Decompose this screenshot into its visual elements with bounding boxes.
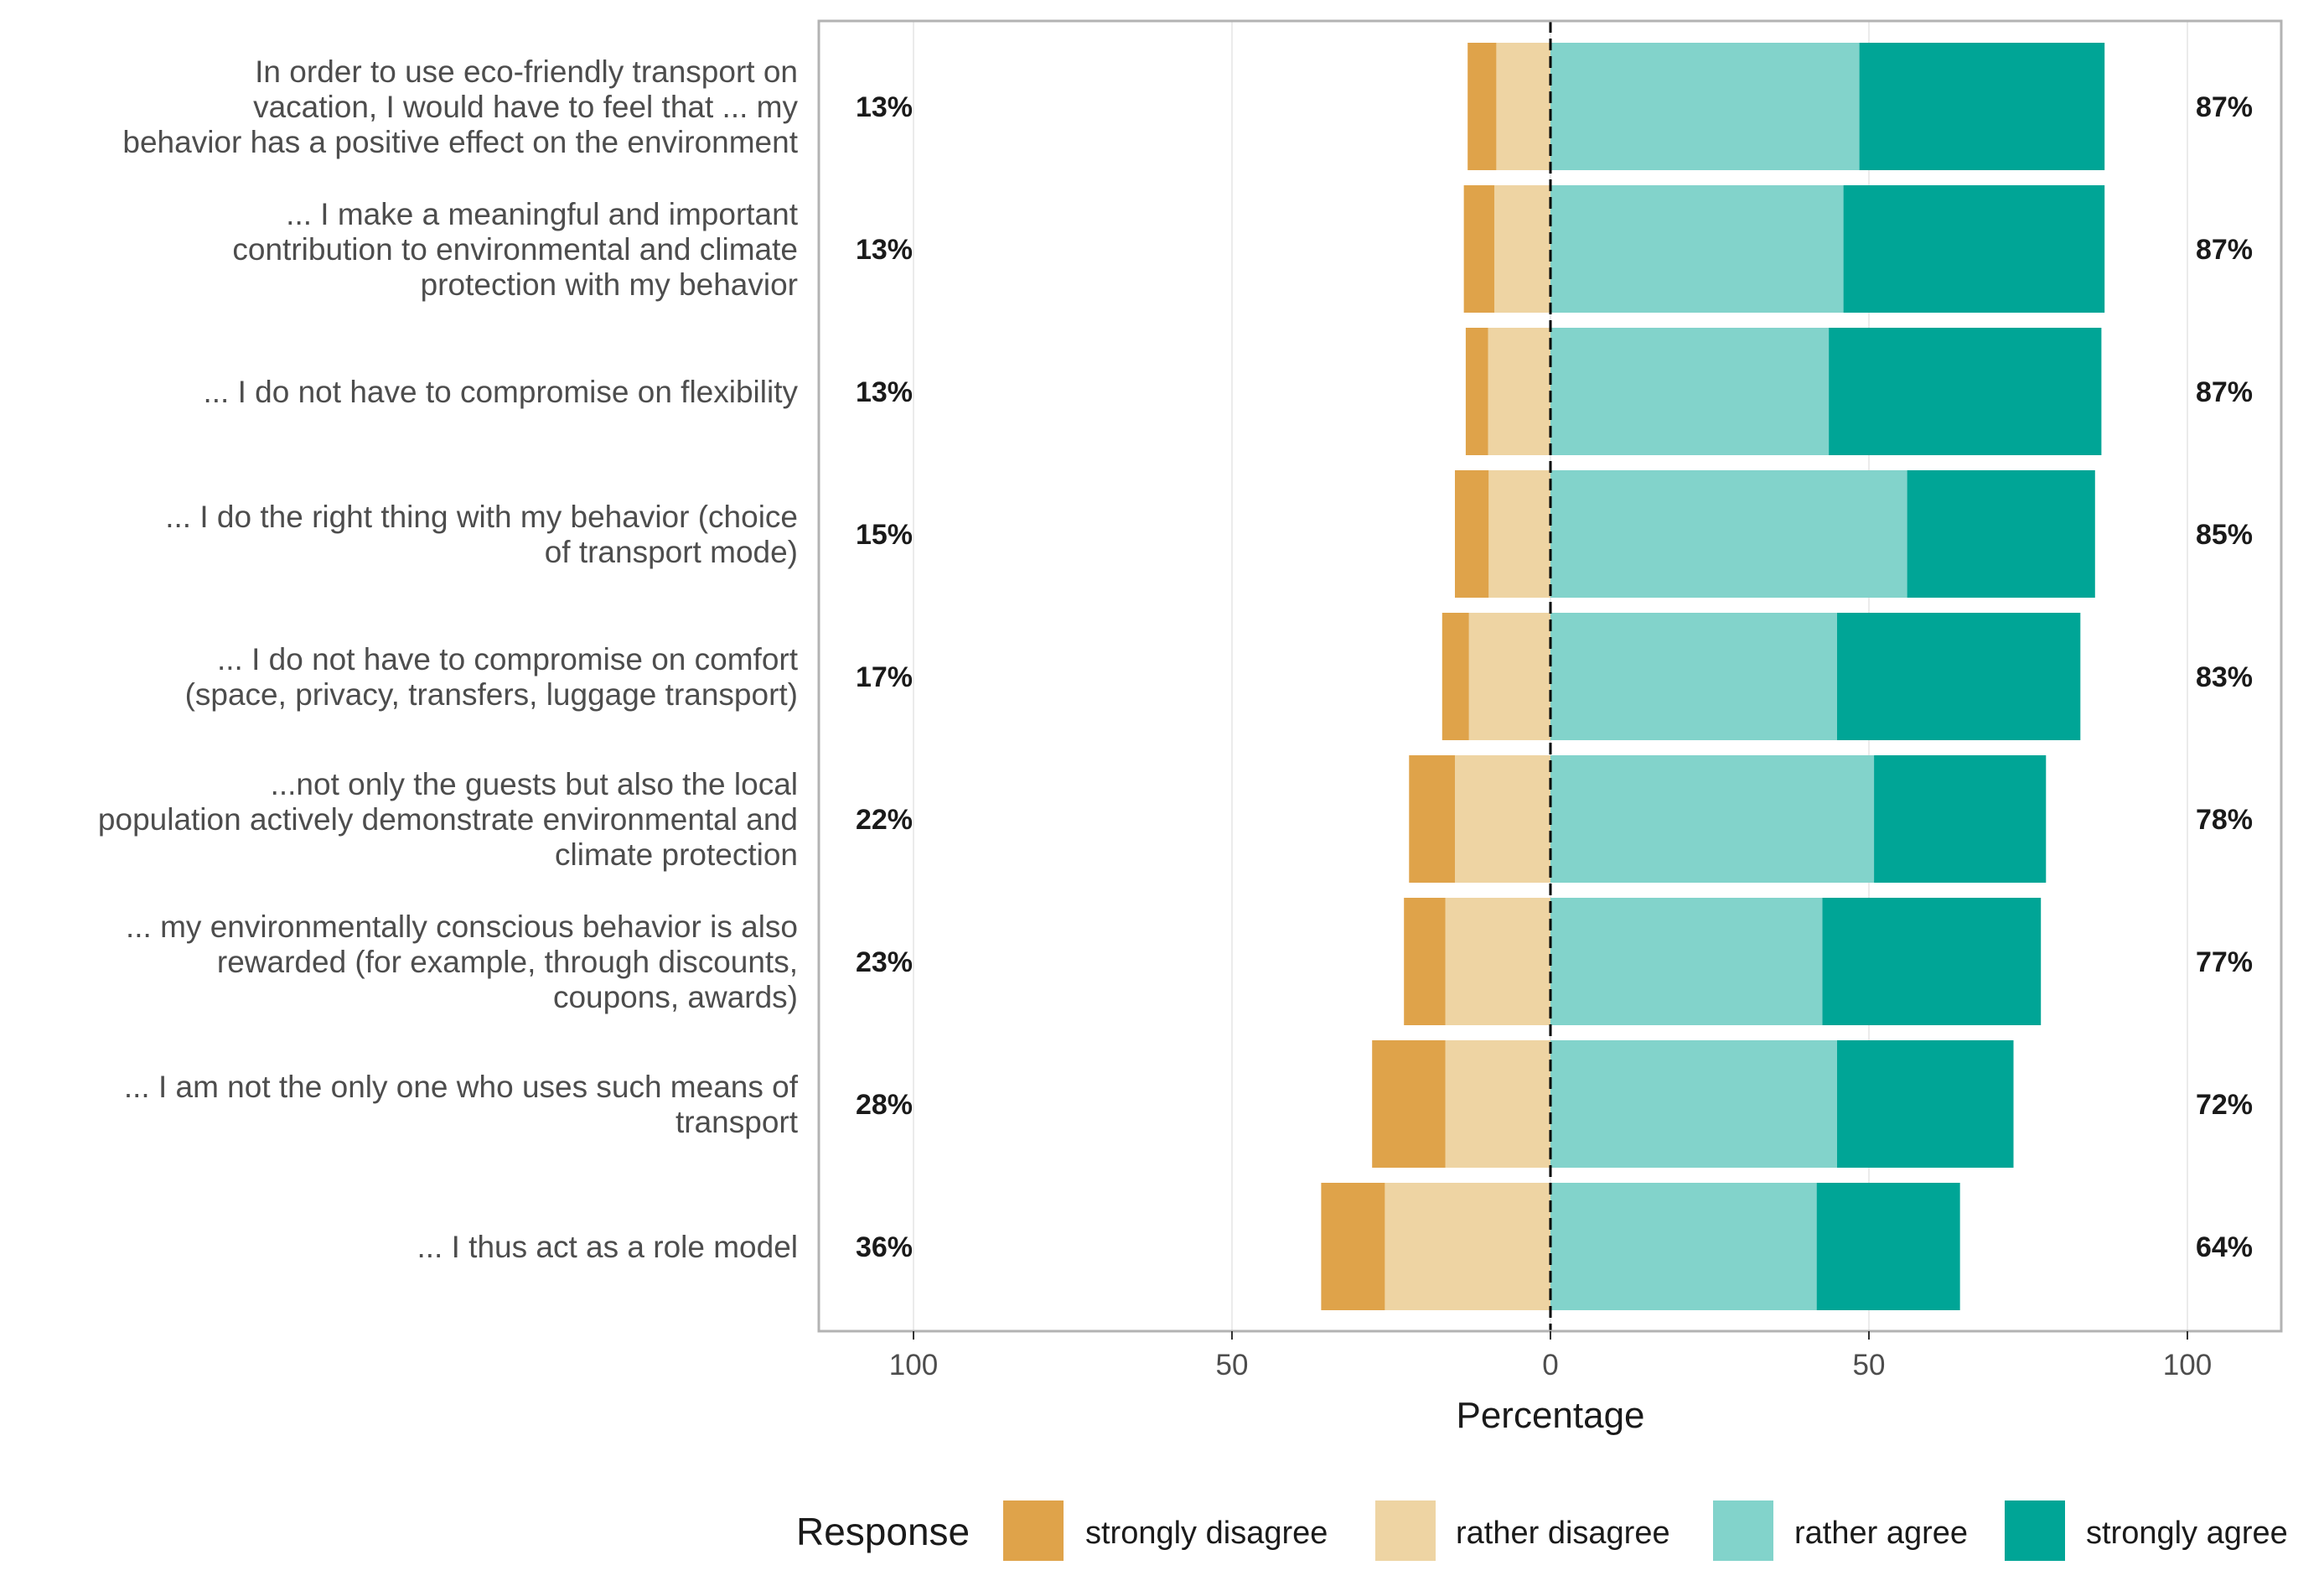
bar-rather-agree xyxy=(1550,328,1830,455)
bar-strongly-disagree xyxy=(1372,1040,1446,1168)
x-tick-label: 100 xyxy=(889,1349,938,1381)
x-axis-title: Percentage xyxy=(1456,1395,1644,1436)
x-tick-label: 0 xyxy=(1542,1349,1558,1381)
bar-strongly-disagree xyxy=(1465,328,1488,455)
legend-label: strongly agree xyxy=(2086,1516,2288,1551)
item-label: ...not only the guests but also the loca… xyxy=(98,767,798,872)
bar-rather-agree xyxy=(1550,1040,1837,1168)
bar-strongly-disagree xyxy=(1442,613,1469,740)
bar-rather-disagree xyxy=(1385,1183,1550,1310)
bar-rather-disagree xyxy=(1488,470,1550,598)
bar-rather-disagree xyxy=(1455,755,1550,883)
disagree-total-label: 17% xyxy=(856,661,913,693)
bar-rather-disagree xyxy=(1496,43,1550,170)
bar-strongly-agree xyxy=(1907,470,2095,598)
agree-total-label: 87% xyxy=(2196,91,2253,123)
bar-rather-disagree xyxy=(1488,328,1550,455)
legend-key-strongly-agree xyxy=(2005,1500,2065,1561)
bar-strongly-disagree xyxy=(1404,898,1446,1025)
bar-strongly-disagree xyxy=(1455,470,1489,598)
disagree-total-label: 15% xyxy=(856,519,913,551)
bar-strongly-disagree xyxy=(1463,185,1495,313)
item-label: ... my environmentally conscious behavio… xyxy=(126,910,798,1014)
disagree-total-label: 28% xyxy=(856,1089,913,1121)
bar-strongly-agree xyxy=(1816,1183,1960,1310)
agree-total-label: 87% xyxy=(2196,234,2253,266)
agree-total-label: 87% xyxy=(2196,376,2253,408)
disagree-total-label: 36% xyxy=(856,1231,913,1263)
item-label: ... I do not have to compromise on comfo… xyxy=(185,642,799,712)
item-label: ... I make a meaningful and important con… xyxy=(232,197,798,302)
legend-key-rather-disagree xyxy=(1375,1500,1436,1561)
agree-total-label: 64% xyxy=(2196,1231,2253,1263)
disagree-total-label: 13% xyxy=(856,234,913,266)
bar-strongly-agree xyxy=(1843,185,2105,313)
disagree-total-label: 22% xyxy=(856,804,913,836)
bar-rather-agree xyxy=(1550,43,1860,170)
bar-rather-agree xyxy=(1550,185,1844,313)
agree-total-label: 77% xyxy=(2196,946,2253,978)
bar-rather-agree xyxy=(1550,755,1875,883)
bar-strongly-agree xyxy=(1837,1040,2014,1168)
bar-strongly-disagree xyxy=(1467,43,1497,170)
legend-title: Response xyxy=(796,1510,970,1553)
item-label: ... I do the right thing with my behavio… xyxy=(165,500,798,569)
agree-total-label: 78% xyxy=(2196,804,2253,836)
legend-key-strongly-disagree xyxy=(1003,1500,1064,1561)
bar-strongly-disagree xyxy=(1321,1183,1385,1310)
item-label: ... I do not have to compromise on flexi… xyxy=(203,375,798,409)
bar-rather-agree xyxy=(1550,1183,1817,1310)
legend-label: strongly disagree xyxy=(1085,1516,1328,1551)
item-label: ... I thus act as a role model xyxy=(417,1230,799,1264)
bar-rather-disagree xyxy=(1468,613,1550,740)
disagree-total-label: 23% xyxy=(856,946,913,978)
item-labels: In order to use eco-friendly transport o… xyxy=(98,54,799,1264)
bar-rather-agree xyxy=(1550,898,1823,1025)
item-label: ... I am not the only one who uses such … xyxy=(124,1070,799,1139)
legend: Response strongly disagree rather disagre… xyxy=(796,1500,2288,1561)
agree-total-label: 72% xyxy=(2196,1089,2253,1121)
agree-total-label: 85% xyxy=(2196,519,2253,551)
bar-strongly-agree xyxy=(1859,43,2105,170)
legend-key-rather-agree xyxy=(1713,1500,1773,1561)
x-tick-label: 100 xyxy=(2163,1349,2212,1381)
x-axis: 100 50 0 50 100 xyxy=(889,1331,2212,1381)
item-label: In order to use eco-friendly transport o… xyxy=(122,54,798,159)
agree-total-labels: 87% 87% 87% 85% 83% 78% 77% 72% 64% xyxy=(2196,91,2253,1263)
bar-rather-disagree xyxy=(1445,898,1550,1025)
legend-label: rather agree xyxy=(1794,1516,1968,1551)
disagree-total-labels: 13% 13% 13% 15% 17% 22% 23% 28% 36% xyxy=(856,91,913,1263)
bar-strongly-disagree xyxy=(1409,755,1455,883)
disagree-total-label: 13% xyxy=(856,91,913,123)
x-tick-label: 50 xyxy=(1216,1349,1249,1381)
bar-rather-disagree xyxy=(1445,1040,1550,1168)
legend-label: rather disagree xyxy=(1456,1516,1670,1551)
bar-strongly-agree xyxy=(1822,898,2042,1025)
bar-strongly-agree xyxy=(1829,328,2102,455)
disagree-total-label: 13% xyxy=(856,376,913,408)
agree-total-label: 83% xyxy=(2196,661,2253,693)
bar-strongly-agree xyxy=(1837,613,2081,740)
bar-strongly-agree xyxy=(1874,755,2047,883)
bar-rather-agree xyxy=(1550,470,1907,598)
bar-rather-disagree xyxy=(1494,185,1550,313)
x-tick-label: 50 xyxy=(1853,1349,1886,1381)
bar-rather-agree xyxy=(1550,613,1837,740)
bar-stack-group xyxy=(1321,43,2105,1310)
